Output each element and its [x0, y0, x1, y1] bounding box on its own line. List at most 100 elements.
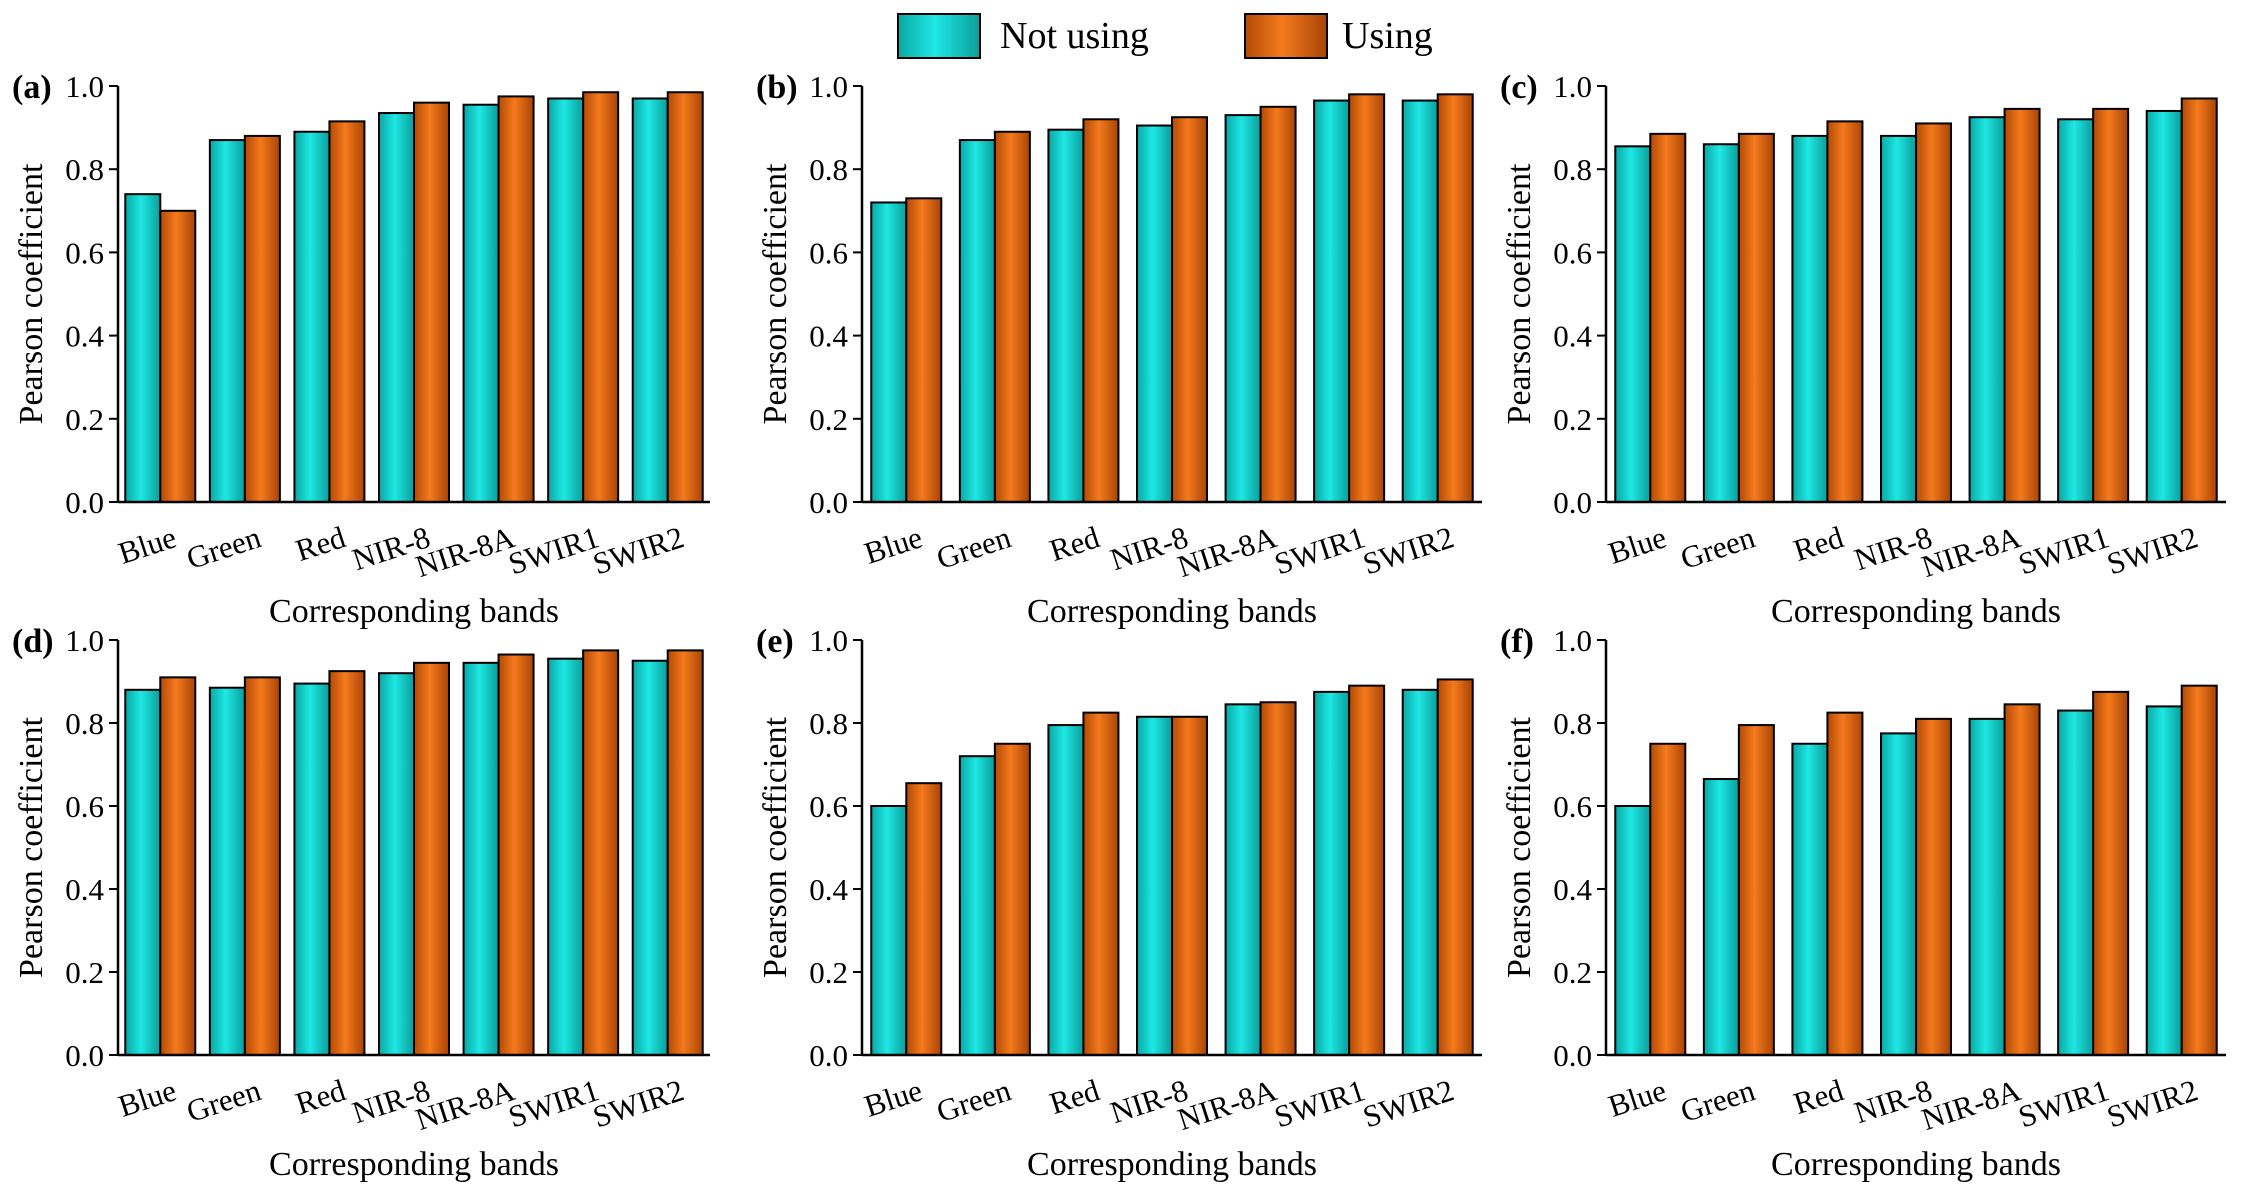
y-tick-label: 0.8 [65, 152, 104, 187]
bar-using-swir1 [2092, 690, 2130, 1056]
x-category-label: NIR-8A [1917, 1072, 2025, 1137]
bar-using-red [1082, 711, 1120, 1056]
x-axis-title: Corresponding bands [269, 1146, 559, 1183]
y-tick-label: 0.2 [809, 402, 848, 437]
legend-swatch-using [1244, 13, 1328, 59]
bar-not-using-green [1702, 143, 1740, 504]
bar-not-using-blue [1614, 805, 1652, 1056]
bar-not-using-swir2 [1401, 688, 1439, 1056]
y-tick-label: 0.0 [65, 1038, 104, 1073]
y-tick-label: 1.0 [1553, 623, 1592, 658]
x-category-label: NIR-8A [411, 1072, 519, 1137]
bar-not-using-swir2 [2145, 705, 2183, 1057]
bar-using-swir1 [582, 649, 620, 1056]
bar-using-swir2 [1436, 678, 1474, 1056]
x-category-label: Red [291, 519, 350, 568]
bar-not-using-nir-8a [1224, 703, 1262, 1056]
y-tick-label: 1.0 [809, 623, 848, 658]
bar-not-using-nir-8 [1136, 124, 1173, 504]
y-tick-label: 0.8 [1553, 706, 1592, 741]
y-axis-title: Pearson coefficient [1501, 163, 1538, 424]
bar-not-using-nir-8 [378, 672, 415, 1056]
bar-using-nir-8a [1259, 105, 1297, 504]
bar-using-nir-8 [1915, 122, 1952, 503]
y-tick-label: 1.0 [65, 623, 104, 658]
y-tick-label: 0.0 [1553, 1038, 1592, 1073]
bar-using-blue [159, 209, 197, 504]
bar-using-nir-8a [497, 95, 535, 504]
y-tick-label: 0.0 [1553, 485, 1592, 520]
x-category-label: Blue [860, 519, 927, 570]
x-category-label: Green [182, 1072, 265, 1129]
x-category-label: Red [1789, 1072, 1848, 1121]
x-axis-title: Corresponding bands [1027, 593, 1317, 630]
bar-not-using-blue [1614, 145, 1652, 503]
x-category-label: Red [291, 1072, 350, 1121]
x-category-label: SWIR1 [1270, 1072, 1369, 1134]
y-tick-label: 0.6 [65, 789, 104, 824]
bar-using-green [993, 130, 1031, 503]
bar-using-nir-8 [1171, 715, 1208, 1057]
x-category-label: NIR-8A [1173, 519, 1281, 584]
bar-using-nir-8 [1915, 717, 1952, 1056]
y-axis-title: Pearson coefficient [757, 717, 794, 978]
bar-using-red [1826, 711, 1864, 1056]
y-tick-label: 0.4 [809, 872, 848, 907]
panel-label: (c) [1500, 69, 1538, 106]
bar-using-green [1737, 132, 1775, 503]
bar-using-red [328, 670, 366, 1056]
y-tick-label: 1.0 [65, 69, 104, 104]
y-tick-label: 0.2 [65, 402, 104, 437]
bar-not-using-green [208, 139, 246, 504]
x-category-label: SWIR2 [589, 519, 688, 581]
bar-using-swir1 [582, 91, 620, 504]
y-axis-title: Pearson coefficient [757, 163, 794, 424]
bar-not-using-nir-8 [1880, 134, 1917, 503]
legend: Not using Using [897, 13, 1433, 59]
x-axis-title: Corresponding bands [1027, 1146, 1317, 1183]
bar-using-swir1 [1348, 684, 1386, 1057]
bar-not-using-green [958, 139, 996, 504]
y-tick-label: 0.6 [809, 235, 848, 270]
bar-using-nir-8a [497, 653, 535, 1057]
bar-not-using-blue [124, 688, 162, 1056]
bar-using-nir-8 [413, 661, 450, 1056]
y-tick-label: 0.4 [1553, 319, 1592, 354]
y-tick-label: 0.0 [809, 1038, 848, 1073]
x-category-label: SWIR2 [1359, 1072, 1458, 1134]
bar-using-swir2 [1436, 93, 1474, 503]
x-category-label: SWIR2 [2103, 519, 2202, 581]
bar-not-using-red [1791, 742, 1829, 1056]
bar-using-nir-8a [1259, 701, 1297, 1056]
y-tick-label: 0.6 [1553, 789, 1592, 824]
bar-not-using-swir1 [1313, 99, 1351, 503]
bar-not-using-swir2 [2145, 109, 2183, 504]
x-category-label: SWIR2 [1359, 519, 1458, 581]
bar-not-using-nir-8a [1968, 717, 2006, 1056]
bar-not-using-nir-8a [462, 103, 500, 503]
bar-using-nir-8a [2003, 703, 2041, 1056]
bar-not-using-swir1 [1313, 690, 1351, 1056]
bar-not-using-red [1047, 724, 1085, 1056]
bar-using-nir-8a [2003, 107, 2041, 503]
legend-swatch-not-using [897, 13, 981, 59]
bar-not-using-nir-8 [1880, 732, 1917, 1056]
bar-not-using-red [1047, 128, 1085, 503]
bar-using-blue [905, 197, 943, 503]
x-category-label: Red [1789, 519, 1848, 568]
panel-label: (f) [1500, 623, 1534, 660]
bar-using-red [1082, 118, 1120, 503]
y-tick-label: 0.8 [1553, 152, 1592, 187]
panel-label: (a) [12, 69, 52, 106]
y-tick-label: 0.6 [809, 789, 848, 824]
bar-using-blue [1649, 132, 1687, 503]
bar-not-using-nir-8 [1136, 715, 1173, 1057]
bar-not-using-swir1 [2057, 118, 2095, 503]
x-category-label: Blue [1604, 1072, 1671, 1123]
bar-not-using-red [293, 130, 331, 503]
y-tick-label: 0.0 [65, 485, 104, 520]
y-tick-label: 0.8 [809, 706, 848, 741]
